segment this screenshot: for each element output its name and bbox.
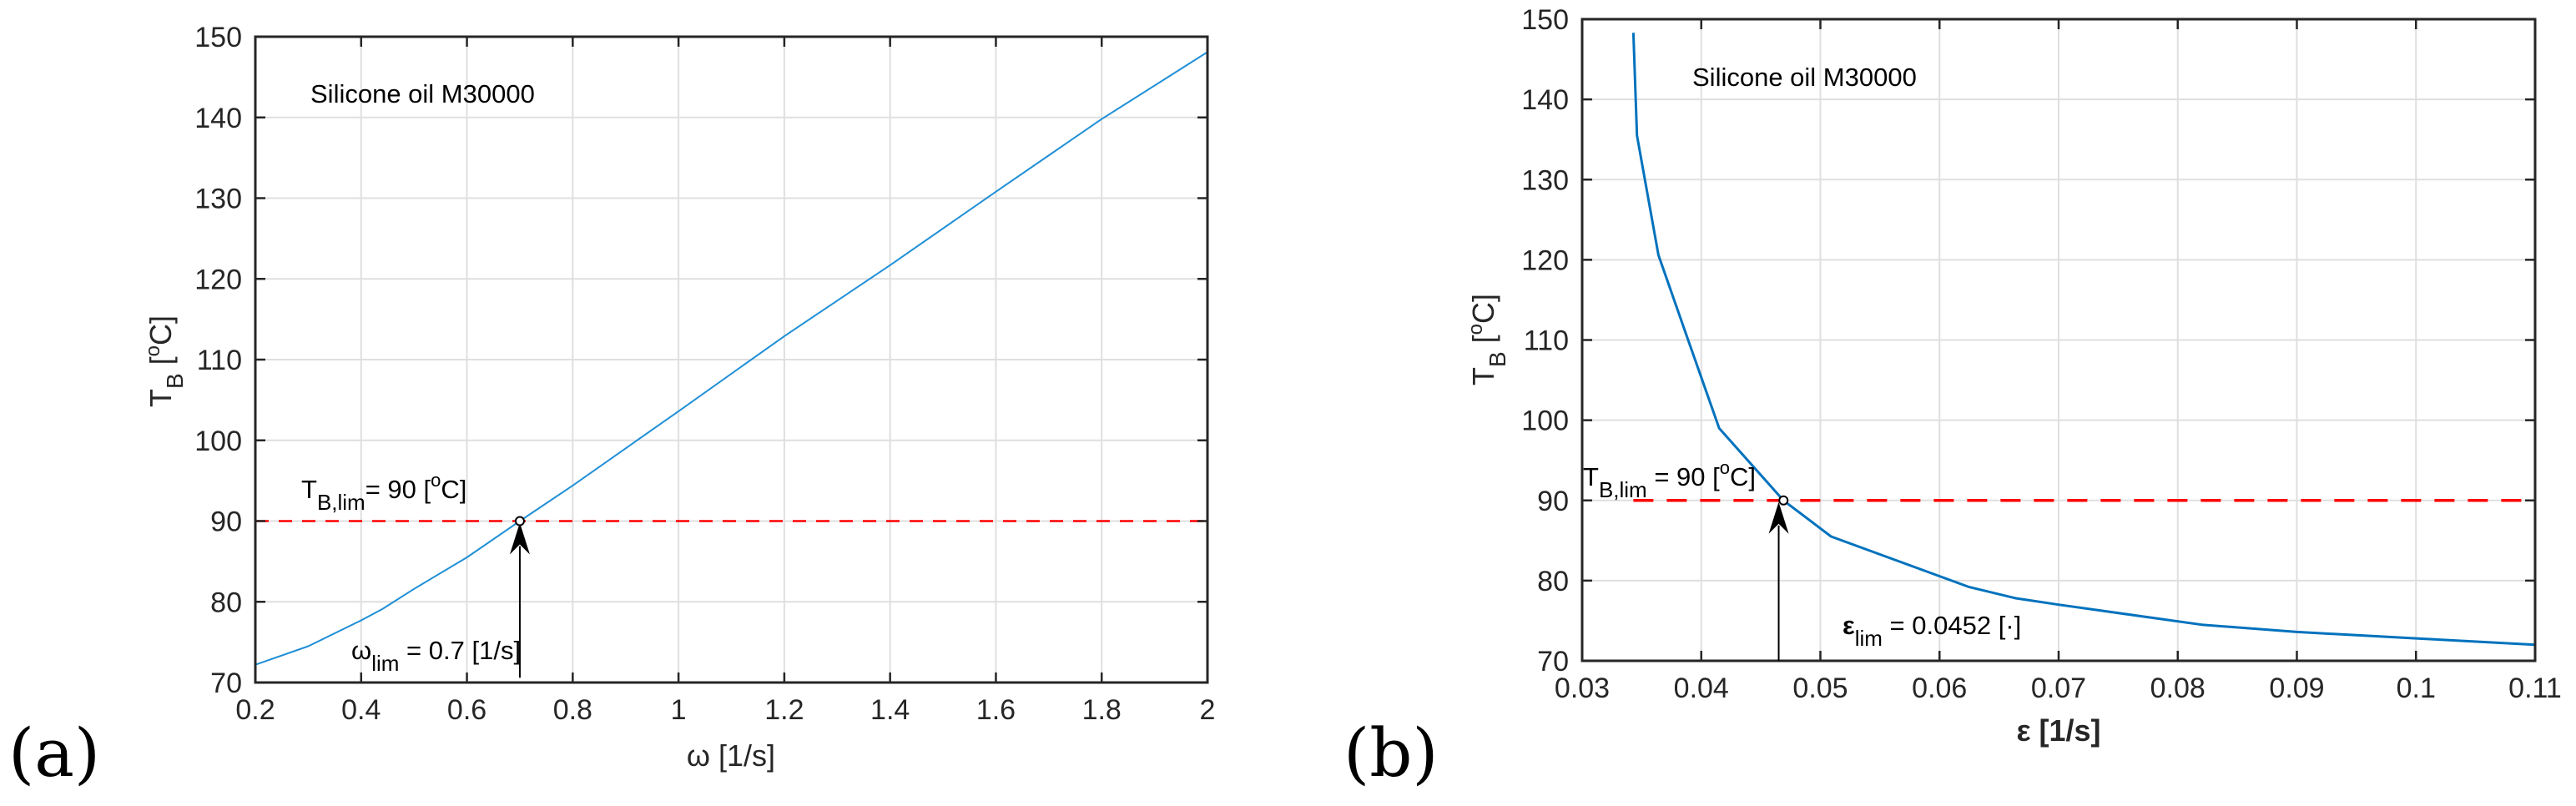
arrow-head-icon [1768,501,1789,534]
x-tick-label: 1.2 [764,694,804,726]
chart-a-x-axis-label: ω [1/s] [687,738,775,773]
x-tick-label: 0.1 [2397,673,2436,704]
y-tick-label: 150 [194,22,242,53]
y-tick-label: 120 [194,264,242,295]
x-tick-label: 0.05 [1792,673,1848,704]
chart-b-y-tick-labels: 70 80 90 100 110 120 130 140 150 [1521,4,1569,678]
x-tick-label: 1 [671,694,687,726]
x-tick-label: 0.8 [553,694,592,726]
y-tick-label: 100 [194,426,242,457]
intersection-marker-icon [1778,495,1789,506]
x-tick-label: 0.11 [2508,673,2562,704]
x-tick-label: 0.03 [1555,673,1610,704]
y-tick-label: 150 [1521,4,1569,36]
chart-a-grid [255,36,1208,683]
chart-b-x-tick-labels: 0.03 0.04 0.05 0.06 0.07 0.08 0.09 0.1 0.11 [1555,673,2562,704]
y-tick-label: 110 [1524,325,1569,357]
x-tick-label: 0.2 [235,694,275,726]
chart-b-axes-frame [1580,18,2537,662]
chart-a-arrow-icon [509,516,530,678]
chart-b-grid [1581,18,2536,662]
chart-a-series-line [255,51,1208,666]
y-tick-label: 90 [1537,486,1569,517]
y-tick-label: 90 [210,506,242,538]
panel-label-a: (a) [8,714,100,792]
x-tick-label: 0.08 [2150,673,2205,704]
chart-a: 0.2 0.4 0.6 0.8 1 1.2 1.4 1.6 1.8 2 70 80 90 100 110 1… [8,22,1215,792]
y-tick-label: 140 [1521,84,1569,116]
x-tick-label: 1.6 [976,694,1016,726]
x-tick-label: 0.09 [2269,673,2324,704]
chart-b-x-axis-label: ε [1/s] [2016,713,2100,748]
y-tick-label: 100 [1521,406,1569,437]
chart-b-limit-epsilon-label: εlim = 0.0452 [·] [1843,611,2021,651]
chart-b-material-label: Silicone oil M30000 [1692,63,1917,92]
chart-b: 0.03 0.04 0.05 0.06 0.07 0.08 0.09 0.1 0.11 70 80… [1343,4,2562,792]
chart-b-arrow-icon [1768,495,1789,661]
panel-label-b: (b) [1343,714,1439,792]
x-tick-label: 0.07 [2031,673,2086,704]
chart-b-y-axis-label: TB [oC] [1464,294,1510,385]
y-tick-label: 120 [1521,244,1569,276]
y-tick-label: 140 [194,103,242,134]
chart-a-y-tick-labels: 70 80 90 100 110 120 130 140 150 [194,22,242,699]
x-tick-label: 0.06 [1912,673,1967,704]
x-tick-label: 1.8 [1082,694,1122,726]
x-tick-label: 0.6 [447,694,486,726]
chart-b-limit-temp-label: TB,lim = 90 [oC] [1583,457,1756,502]
y-tick-label: 70 [210,667,242,699]
x-tick-label: 0.4 [341,694,381,726]
y-tick-label: 130 [1521,164,1569,196]
chart-b-series-line [1631,33,2536,647]
y-tick-label: 80 [210,587,242,618]
y-tick-label: 110 [197,345,242,376]
intersection-marker-icon [514,516,525,526]
chart-a-y-axis-label: TB [oC] [142,315,188,407]
chart-a-axes-frame [254,35,1209,684]
chart-a-limit-temp-label: TB,lim= 90 [oC] [301,470,466,515]
x-tick-label: 2 [1200,694,1216,726]
x-tick-label: 0.04 [1674,673,1729,704]
chart-a-material-label: Silicone oil M30000 [310,79,535,108]
chart-a-x-tick-labels: 0.2 0.4 0.6 0.8 1 1.2 1.4 1.6 1.8 2 [235,694,1215,726]
arrow-head-icon [509,522,530,555]
y-tick-label: 70 [1537,646,1569,678]
x-tick-label: 1.4 [870,694,910,726]
y-tick-label: 80 [1537,566,1569,597]
y-tick-label: 130 [194,184,242,215]
chart-a-limit-omega-label: ωlim = 0.7 [1/s] [351,636,521,676]
